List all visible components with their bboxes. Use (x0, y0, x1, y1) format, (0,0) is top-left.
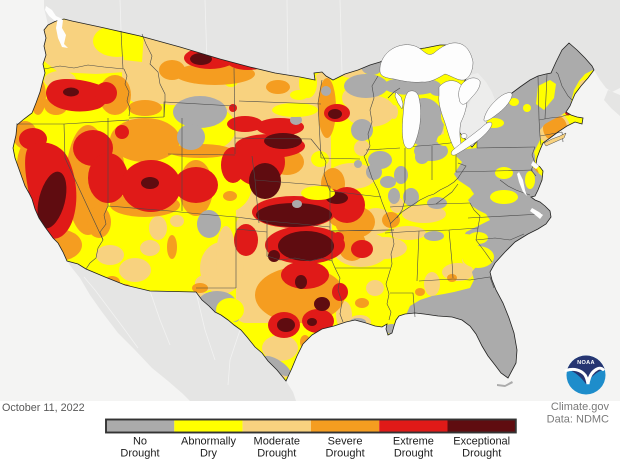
svg-text:Severe: Severe (328, 436, 363, 448)
svg-text:Abnormally: Abnormally (181, 436, 237, 448)
svg-text:No: No (133, 436, 147, 448)
svg-text:Exceptional: Exceptional (453, 436, 510, 448)
svg-text:Climate.gov: Climate.gov (551, 401, 610, 413)
svg-text:October 11, 2022: October 11, 2022 (2, 402, 85, 414)
svg-text:Drought: Drought (394, 448, 433, 460)
svg-text:NOAA: NOAA (577, 360, 595, 366)
svg-text:Drought: Drought (326, 448, 365, 460)
svg-text:Drought: Drought (257, 448, 296, 460)
svg-text:Extreme: Extreme (393, 436, 434, 448)
svg-text:Dry: Dry (200, 448, 218, 460)
svg-text:Data: NDMC: Data: NDMC (547, 414, 609, 426)
svg-text:Moderate: Moderate (254, 436, 300, 448)
svg-text:Drought: Drought (120, 448, 159, 460)
svg-text:Drought: Drought (462, 448, 501, 460)
